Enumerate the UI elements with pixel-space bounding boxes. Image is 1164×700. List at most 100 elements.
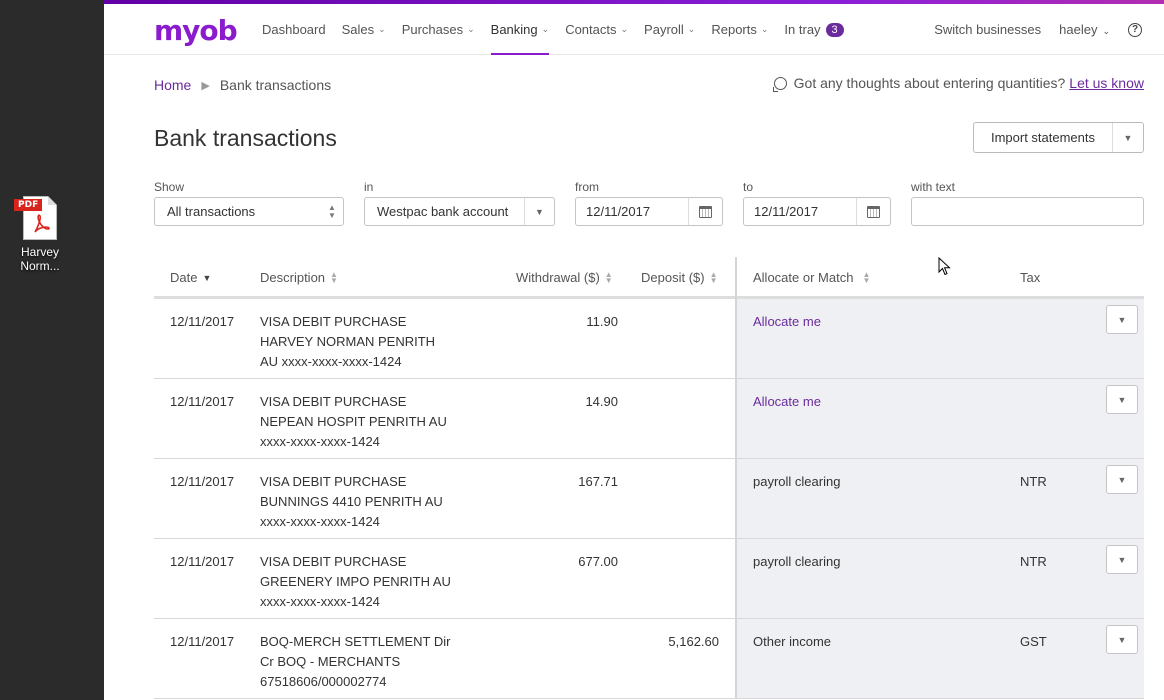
filter-from: from 12/11/2017 [575, 180, 723, 226]
chevron-down-icon: ▼ [1117, 474, 1127, 485]
breadcrumb-home[interactable]: Home [154, 77, 192, 93]
chevron-down-icon: ⌄ [687, 24, 696, 34]
pdf-badge: PDF [14, 199, 43, 211]
calendar-icon [867, 205, 880, 218]
nav-item-purchases[interactable]: Purchases ⌄ [402, 4, 475, 55]
header-tax: Tax [1020, 270, 1040, 285]
nav-item-sales[interactable]: Sales ⌄ [342, 4, 386, 55]
chevron-down-icon: ⌄ [1102, 26, 1110, 36]
cell-date: 12/11/2017 [170, 474, 235, 489]
nav-item-payroll[interactable]: Payroll ⌄ [644, 4, 695, 55]
header-date[interactable]: Date ▼ [170, 270, 211, 285]
cell-description: VISA DEBIT PURCHASE HARVEY NORMAN PENRITH… [260, 312, 460, 372]
column-divider [735, 459, 737, 539]
help-icon[interactable]: ? [1128, 22, 1142, 37]
account-select[interactable]: Westpac bank account ▼ [364, 197, 555, 226]
chevron-down-icon: ⌄ [620, 24, 629, 34]
feedback-link[interactable]: Let us know [1069, 75, 1144, 91]
description-line: GREENERY IMPO PENRITH AU [260, 574, 451, 589]
from-date-value: 12/11/2017 [586, 204, 651, 219]
table-header: Date ▼ Description ▲ ▼ Withdrawal ($) ▲ ▼ Dep… [154, 257, 1144, 299]
cell-tax: NTR [1020, 474, 1047, 489]
column-divider [735, 379, 737, 459]
app-window: myob Dashboard Sales ⌄ Purchases ⌄ Banking ⌄ Co… [104, 0, 1164, 700]
desktop-file-label: Harvey Norm... [20, 245, 60, 273]
cell-withdrawal: 677.00 [578, 554, 618, 569]
filter-text: with text [911, 180, 1144, 226]
feedback-prompt: Got any thoughts about entering quantiti… [772, 75, 1144, 92]
header-date-label: Date [170, 270, 198, 285]
desktop-pdf-file[interactable]: PDF Harvey Norm... [10, 196, 70, 273]
nav-item-banking[interactable]: Banking ⌄ [490, 4, 550, 55]
cell-date: 12/11/2017 [170, 394, 235, 409]
description-line: 67518606/000002774 [260, 674, 387, 689]
column-divider [735, 257, 737, 299]
allocate-cell-bg [737, 619, 1144, 698]
nav-item-contacts[interactable]: Contacts ⌄ [565, 4, 628, 55]
calendar-button[interactable] [856, 198, 890, 225]
nav-item-label: Reports [711, 22, 757, 37]
header-withdrawal-label: Withdrawal ($) [516, 270, 600, 285]
table-row: 12/11/2017 VISA DEBIT PURCHASE GREENERY IM… [154, 539, 1144, 619]
acrobat-icon [34, 214, 50, 233]
to-date-input[interactable]: 12/11/2017 [743, 197, 891, 226]
switch-businesses-link[interactable]: Switch businesses [934, 22, 1042, 37]
user-name: haeley [1059, 22, 1098, 37]
nav-item-reports[interactable]: Reports ⌄ [711, 4, 768, 55]
table-row: 12/11/2017 VISA DEBIT PURCHASE HARVEY NORM… [154, 299, 1144, 379]
header-description-label: Description [260, 270, 326, 285]
calendar-button[interactable] [688, 198, 722, 225]
chevron-down-icon[interactable]: ▼ [524, 198, 554, 225]
cell-description: BOQ-MERCH SETTLEMENT Dir Cr BOQ - MERCHAN… [260, 632, 460, 692]
import-statements-button[interactable]: Import statements ▼ [973, 122, 1144, 153]
chevron-down-icon: ⌄ [467, 24, 475, 34]
row-expand-button[interactable]: ▼ [1106, 625, 1138, 654]
select-arrows-icon: ▲ ▼ [328, 202, 336, 220]
table-row: 12/11/2017 VISA DEBIT PURCHASE BUNNINGS 44… [154, 459, 1144, 539]
allocate-me-link[interactable]: Allocate me [753, 314, 821, 329]
sort-desc-icon: ▼ [202, 272, 212, 283]
description-line: BUNNINGS 4410 PENRITH AU [260, 494, 443, 509]
chevron-down-icon: ⌄ [541, 24, 550, 34]
filter-to: to 12/11/2017 [743, 180, 891, 226]
cell-date: 12/11/2017 [170, 554, 235, 569]
row-expand-button[interactable]: ▼ [1106, 305, 1138, 334]
feedback-text: Got any thoughts about entering quantiti… [793, 75, 1066, 91]
nav-item-in-tray[interactable]: In tray 3 [784, 4, 844, 55]
filter-to-label: to [743, 180, 754, 194]
header-description[interactable]: Description ▲ ▼ [260, 270, 338, 285]
to-date-value: 12/11/2017 [754, 204, 819, 219]
description-line: VISA DEBIT PURCHASE [260, 394, 407, 409]
filter-text-label: with text [911, 180, 956, 194]
table-body: 12/11/2017 VISA DEBIT PURCHASE HARVEY NORM… [154, 299, 1144, 699]
allocate-me-link[interactable]: Allocate me [753, 394, 821, 409]
cell-allocation: Other income [753, 634, 832, 649]
nav-item-label: Contacts [565, 22, 617, 37]
show-select[interactable]: All transactions ▲ ▼ [154, 197, 344, 226]
header-allocate[interactable]: Allocate or Match ▲ ▼ [753, 270, 870, 285]
row-expand-button[interactable]: ▼ [1106, 385, 1138, 414]
search-text-input[interactable] [911, 197, 1144, 226]
row-expand-button[interactable]: ▼ [1106, 545, 1138, 574]
cell-withdrawal: 14.90 [585, 394, 618, 409]
chevron-down-icon[interactable]: ▼ [1123, 132, 1133, 143]
breadcrumb: Home ▶ Bank transactions [154, 77, 331, 93]
nav-item-label: Purchases [401, 22, 464, 37]
allocate-cell-bg [737, 379, 1144, 458]
nav-item-dashboard[interactable]: Dashboard [262, 4, 326, 55]
description-line: AU xxxx-xxxx-xxxx-1424 [260, 354, 402, 369]
description-line: xxxx-xxxx-xxxx-1424 [260, 594, 380, 609]
chevron-down-icon: ⌄ [378, 24, 386, 34]
sort-icon: ▲ ▼ [862, 269, 871, 285]
user-menu[interactable]: haeley ⌄ [1059, 22, 1110, 37]
row-expand-button[interactable]: ▼ [1106, 465, 1138, 494]
from-date-input[interactable]: 12/11/2017 [575, 197, 723, 226]
cell-allocation: payroll clearing [753, 474, 841, 489]
import-statements-label[interactable]: Import statements [974, 123, 1113, 152]
header-withdrawal[interactable]: Withdrawal ($) ▲ ▼ [516, 270, 613, 285]
nav-item-label: Dashboard [262, 22, 326, 37]
chevron-down-icon: ▼ [1117, 634, 1127, 645]
myob-logo[interactable]: myob [154, 14, 238, 47]
header-deposit[interactable]: Deposit ($) ▲ ▼ [641, 270, 718, 285]
chevron-down-icon: ⌄ [760, 24, 769, 34]
